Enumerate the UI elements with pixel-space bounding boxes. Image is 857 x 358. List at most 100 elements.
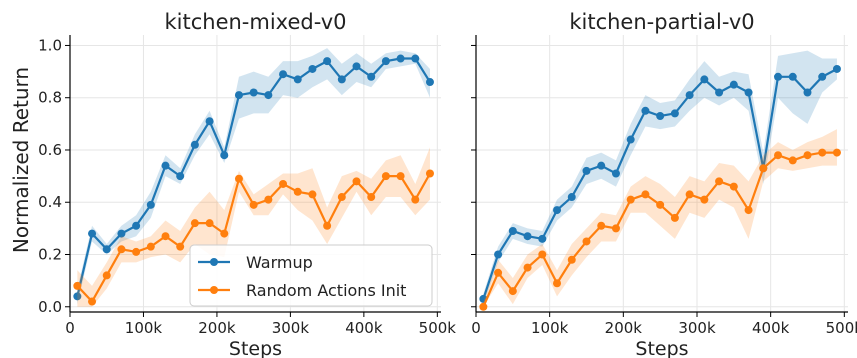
- data-point: [190, 219, 199, 228]
- data-point: [234, 91, 243, 100]
- x-axis-label: Steps: [635, 338, 688, 358]
- x-tick-label: 0: [471, 319, 481, 337]
- data-point: [774, 72, 783, 81]
- x-tick-label: 400k: [345, 319, 383, 337]
- data-point: [670, 213, 679, 222]
- data-point: [381, 172, 390, 181]
- data-point: [700, 75, 709, 84]
- x-tick-label: 100k: [125, 319, 163, 337]
- legend-label: Warmup: [246, 253, 313, 272]
- data-point: [337, 193, 346, 202]
- data-point: [818, 72, 827, 81]
- data-point: [832, 148, 841, 157]
- data-point: [323, 221, 332, 230]
- y-tick-label: 0.0: [38, 298, 62, 316]
- x-tick-label: 100k: [531, 319, 569, 337]
- chart-title: kitchen-partial-v0: [569, 10, 754, 34]
- data-point: [396, 54, 405, 63]
- data-point: [264, 91, 273, 100]
- data-point: [729, 182, 738, 191]
- data-point: [538, 250, 547, 259]
- data-point: [744, 206, 753, 215]
- data-point: [308, 190, 317, 199]
- x-tick-label: 500k: [419, 319, 457, 337]
- data-point: [626, 135, 635, 144]
- data-point: [411, 195, 420, 204]
- data-point: [220, 151, 229, 160]
- data-point: [425, 78, 434, 87]
- x-axis-label: Steps: [229, 338, 282, 358]
- data-point: [88, 229, 97, 238]
- x-tick-label: 200k: [198, 319, 236, 337]
- data-point: [626, 195, 635, 204]
- data-point: [523, 232, 532, 241]
- legend-marker: [210, 286, 218, 294]
- data-point: [788, 156, 797, 165]
- data-point: [102, 271, 111, 280]
- data-point: [803, 151, 812, 160]
- data-point: [494, 268, 503, 277]
- data-point: [132, 221, 141, 230]
- data-point: [685, 190, 694, 199]
- data-point: [161, 232, 170, 241]
- data-point: [411, 54, 420, 63]
- data-point: [611, 224, 620, 233]
- data-point: [249, 200, 258, 209]
- data-point: [337, 75, 346, 84]
- data-point: [132, 247, 141, 256]
- data-point: [205, 117, 214, 126]
- data-point: [352, 62, 361, 71]
- series-line: [482, 151, 837, 308]
- data-point: [293, 75, 302, 84]
- data-point: [117, 229, 126, 238]
- series-confidence-band: [77, 48, 430, 305]
- data-point: [715, 88, 724, 97]
- data-point: [234, 174, 243, 183]
- legend-label: Random Actions Init: [246, 281, 406, 300]
- data-point: [818, 148, 827, 157]
- data-point: [656, 112, 665, 121]
- data-point: [538, 234, 547, 243]
- data-point: [597, 161, 606, 170]
- data-point: [523, 263, 532, 272]
- data-point: [88, 297, 97, 306]
- data-point: [832, 64, 841, 73]
- data-point: [553, 206, 562, 215]
- data-point: [205, 219, 214, 228]
- data-point: [73, 281, 82, 290]
- data-point: [381, 57, 390, 66]
- y-tick-label: 1.0: [38, 36, 62, 54]
- x-tick-label: 300k: [272, 319, 310, 337]
- series-confidence-band: [77, 147, 430, 307]
- data-point: [279, 70, 288, 79]
- data-point: [102, 245, 111, 254]
- y-tick-label: 0.8: [38, 89, 62, 107]
- data-point: [788, 72, 797, 81]
- data-point: [352, 177, 361, 186]
- data-point: [479, 302, 488, 311]
- data-point: [759, 164, 768, 173]
- x-tick-label: 500k: [826, 319, 857, 337]
- data-point: [367, 193, 376, 202]
- data-point: [425, 169, 434, 178]
- panel-kitchen-partial: 0 100k 200k 300k 400k 500k kitchen-partial-v0 S…: [471, 10, 857, 358]
- data-point: [264, 195, 273, 204]
- data-point: [611, 169, 620, 178]
- data-point: [293, 187, 302, 196]
- data-point: [279, 179, 288, 188]
- data-point: [582, 166, 591, 175]
- data-point: [597, 221, 606, 230]
- x-tick-label: 0: [65, 319, 75, 337]
- legend-marker: [210, 258, 218, 266]
- data-point: [729, 80, 738, 89]
- x-tick-label: 400k: [752, 319, 790, 337]
- y-tick-label: 0.2: [38, 246, 62, 264]
- data-point: [567, 193, 576, 202]
- series-confidence-band: [483, 129, 837, 307]
- data-point: [744, 88, 753, 97]
- data-point: [670, 109, 679, 118]
- data-point: [508, 287, 517, 296]
- data-point: [553, 279, 562, 288]
- y-tick-label: 0.6: [38, 141, 62, 159]
